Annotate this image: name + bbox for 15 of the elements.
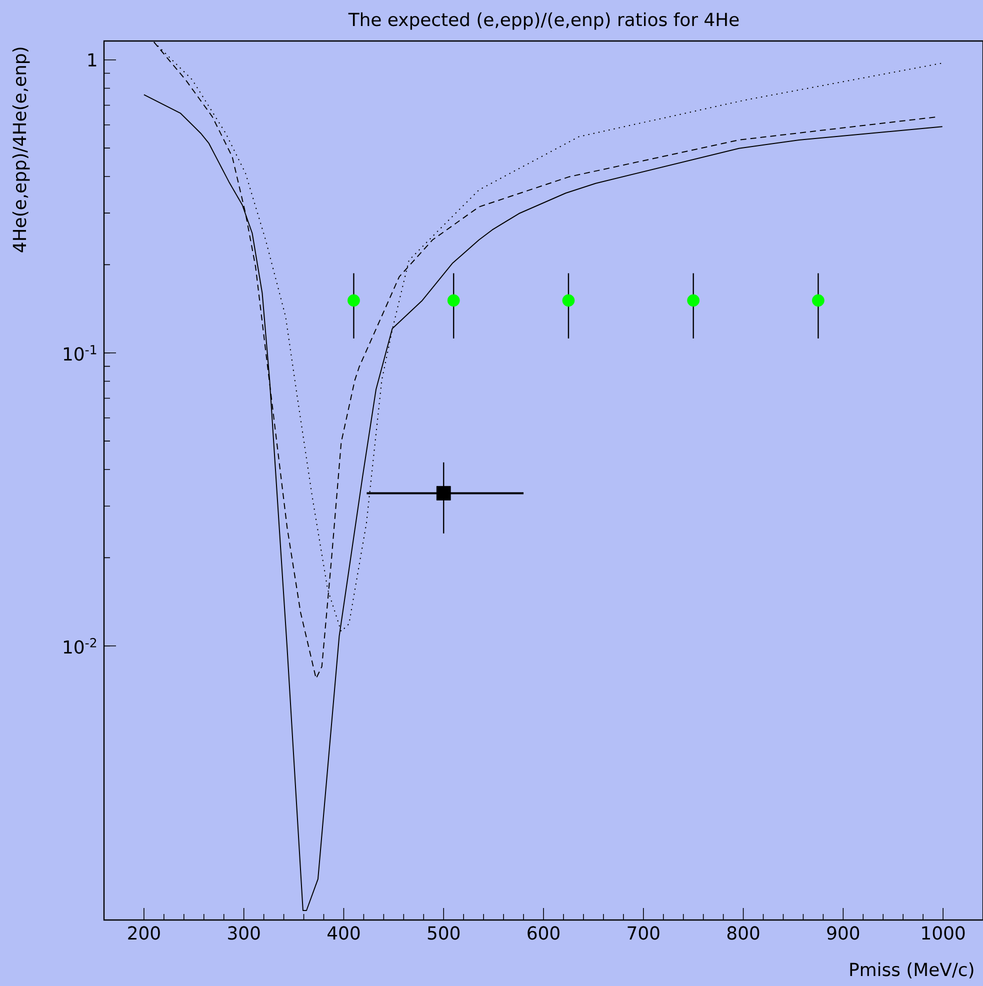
x-axis-title: Pmiss (MeV/c) — [850, 962, 974, 978]
y-tick-label: 10$^{-2}$ — [64, 638, 96, 654]
y-axis-title: 4He(e,epp)/4He(e,enp) — [12, 48, 30, 252]
x-tick-label: 200 — [128, 926, 160, 940]
x-tick-label: 600 — [528, 926, 560, 940]
y-tick-label: 1 — [88, 53, 96, 66]
x-tick-label: 1000 — [922, 926, 965, 940]
y-tick-label: 10$^{-1}$ — [64, 345, 96, 361]
x-tick-label: 500 — [428, 926, 460, 940]
chart-title: The expected (e,epp)/(e,enp) ratios for 4He — [348, 12, 739, 30]
x-tick-label: 700 — [628, 926, 660, 940]
x-tick-label: 900 — [827, 926, 860, 940]
x-tick-label: 800 — [727, 926, 760, 940]
x-tick-label: 300 — [228, 926, 260, 940]
x-tick-label: 400 — [327, 926, 360, 940]
